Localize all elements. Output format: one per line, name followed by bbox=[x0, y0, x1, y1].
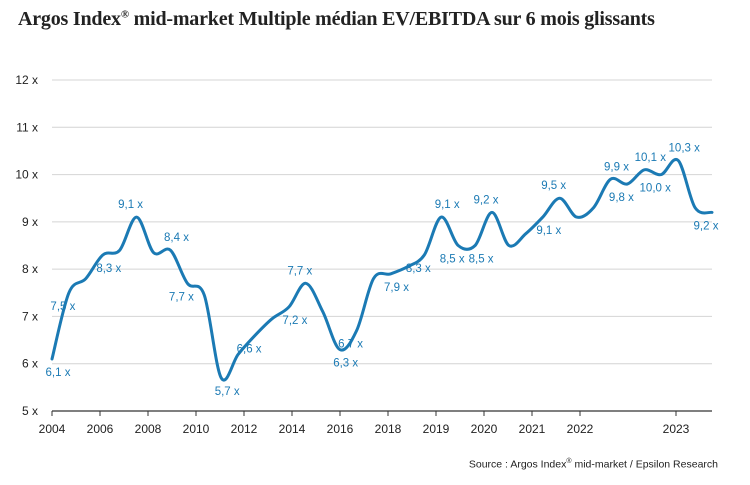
data-label: 7,2 x bbox=[282, 315, 307, 327]
data-label: 6,6 x bbox=[237, 343, 262, 355]
x-axis-ticks: 2004 2006 2008 2010 2012 2014 2016 2018 2019 2020… bbox=[39, 411, 690, 436]
x-tick-label: 2020 bbox=[471, 422, 498, 436]
x-tick-label: 2021 bbox=[519, 422, 546, 436]
source-note: Source : Argos Index® mid-market / Epsil… bbox=[468, 458, 718, 471]
data-label: 7,7 x bbox=[169, 291, 194, 303]
data-label: 6,3 x bbox=[333, 358, 358, 370]
y-tick-label: 7 x bbox=[22, 309, 38, 323]
data-label: 9,5 x bbox=[541, 180, 566, 192]
x-tick-label: 2019 bbox=[423, 422, 450, 436]
data-label: 10,0 x bbox=[640, 183, 672, 195]
data-label: 10,1 x bbox=[635, 152, 667, 164]
gridlines bbox=[52, 79, 712, 412]
data-label: 9,1 x bbox=[118, 199, 143, 211]
data-label: 8,3 x bbox=[96, 263, 121, 275]
data-label: 7,5 x bbox=[50, 301, 75, 313]
data-label: 9,1 x bbox=[536, 225, 561, 237]
data-label: 9,1 x bbox=[435, 199, 460, 211]
y-tick-label: 8 x bbox=[22, 262, 38, 276]
y-tick-label: 10 x bbox=[15, 168, 38, 182]
data-label: 8,4 x bbox=[164, 232, 189, 244]
chart-title: Argos Index® mid-market Multiple médian … bbox=[18, 8, 655, 30]
data-labels: 6,1 x 7,5 x 8,3 x 9,1 x 8,4 x 7,7 x 5,7 x 6,6 x… bbox=[46, 142, 719, 398]
y-tick-label: 5 x bbox=[22, 404, 38, 418]
x-tick-label: 2014 bbox=[279, 422, 306, 436]
data-label: 8,3 x bbox=[406, 263, 431, 275]
data-label: 7,9 x bbox=[384, 282, 409, 294]
x-tick-label: 2018 bbox=[375, 422, 402, 436]
y-tick-label: 9 x bbox=[22, 215, 38, 229]
x-tick-label: 2016 bbox=[327, 422, 354, 436]
y-tick-label: 11 x bbox=[16, 120, 38, 134]
x-tick-label: 2023 bbox=[663, 422, 690, 436]
data-label: 8,5 x bbox=[469, 254, 494, 266]
data-label: 9,2 x bbox=[474, 194, 499, 206]
data-label: 6,7 x bbox=[338, 339, 363, 351]
data-label: 9,2 x bbox=[694, 220, 719, 232]
x-tick-label: 2010 bbox=[183, 422, 210, 436]
data-label: 10,3 x bbox=[669, 142, 701, 154]
x-tick-label: 2004 bbox=[39, 422, 66, 436]
data-label: 5,7 x bbox=[215, 386, 240, 398]
series-line bbox=[50, 157, 714, 382]
data-label: 9,8 x bbox=[609, 192, 634, 204]
data-label: 7,7 x bbox=[287, 265, 312, 277]
data-label: 9,9 x bbox=[604, 161, 629, 173]
x-tick-label: 2006 bbox=[87, 422, 114, 436]
data-label: 8,5 x bbox=[440, 254, 465, 266]
y-tick-label: 6 x bbox=[22, 357, 38, 371]
y-axis-ticks: 5 x 6 x 7 x 8 x 9 x 10 x 11 x 12 x bbox=[15, 73, 38, 418]
x-tick-label: 2012 bbox=[231, 422, 258, 436]
x-tick-label: 2008 bbox=[135, 422, 162, 436]
y-tick-label: 12 x bbox=[15, 73, 38, 87]
x-tick-label: 2022 bbox=[567, 422, 594, 436]
data-label: 6,1 x bbox=[46, 367, 71, 379]
